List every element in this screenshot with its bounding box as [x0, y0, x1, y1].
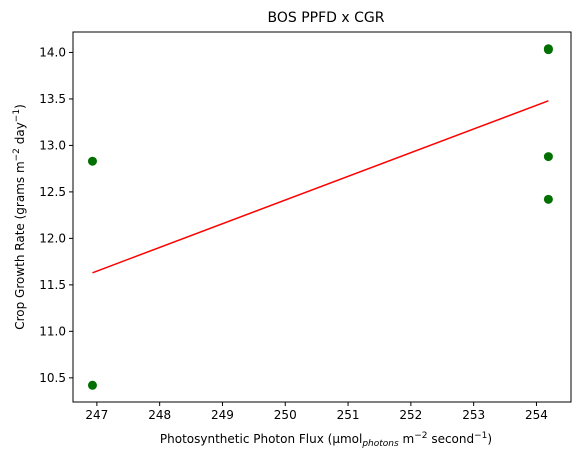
- y-tick-label: 11.5: [39, 278, 66, 292]
- x-axis-label-sup1: −2: [414, 431, 427, 441]
- x-tick-label: 251: [337, 408, 360, 422]
- ticks-group: 247 248 249 250 251 252 253 254 10.5 11.0 11.5 12.0…: [39, 45, 548, 422]
- x-axis-label-mid: m: [399, 432, 415, 446]
- y-axis-label-sup2: −1: [12, 109, 22, 122]
- data-point: [543, 152, 553, 162]
- x-tick-label: 254: [525, 408, 548, 422]
- x-tick-label: 252: [399, 408, 422, 422]
- y-tick-label: 12.5: [39, 185, 66, 199]
- y-tick-label: 13.5: [39, 92, 66, 106]
- y-tick-label: 14.0: [39, 45, 66, 59]
- y-axis-label-main: Crop Growth Rate (grams m: [13, 161, 27, 329]
- x-axis-label-end: ): [487, 432, 492, 446]
- chart-title: BOS PPFD x CGR: [268, 10, 385, 26]
- data-point: [543, 44, 553, 54]
- y-axis-label-mid: day: [13, 122, 27, 148]
- y-axis-label-sup1: −2: [12, 148, 22, 161]
- regression-line: [92, 100, 549, 274]
- y-axis-label-end: ): [13, 104, 27, 109]
- points-group: [87, 44, 553, 390]
- x-tick-label: 253: [462, 408, 485, 422]
- data-point: [543, 194, 553, 204]
- y-tick-label: 13.0: [39, 138, 66, 152]
- y-tick-label: 10.5: [39, 371, 66, 385]
- x-axis-label: Photosynthetic Photon Flux (μmolphotons …: [160, 431, 492, 449]
- y-tick-label: 11.0: [39, 324, 66, 338]
- y-axis-label: Crop Growth Rate (grams m−2 day−1): [12, 104, 27, 330]
- x-tick-label: 249: [211, 408, 234, 422]
- x-tick-label: 248: [148, 408, 171, 422]
- x-axis-label-sup2: −1: [474, 431, 487, 441]
- x-axis-label-sub: photons: [361, 439, 399, 449]
- x-axis-label-mid2: second: [428, 432, 475, 446]
- x-tick-label: 247: [85, 408, 108, 422]
- y-tick-label: 12.0: [39, 231, 66, 245]
- x-tick-label: 250: [274, 408, 297, 422]
- fit-line-group: [92, 100, 549, 274]
- data-point: [87, 380, 97, 390]
- data-point: [87, 156, 97, 166]
- plot-frame: [72, 31, 572, 403]
- x-axis-label-main: Photosynthetic Photon Flux (μmol: [160, 432, 362, 446]
